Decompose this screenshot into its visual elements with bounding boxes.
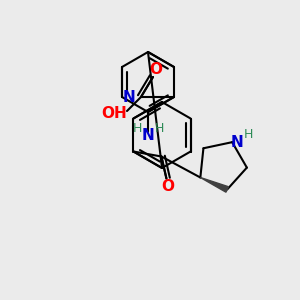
Text: N: N — [231, 135, 244, 150]
Polygon shape — [200, 178, 228, 192]
Text: H: H — [154, 122, 164, 134]
Text: O: O — [161, 179, 174, 194]
Text: O: O — [149, 62, 163, 77]
Text: OH: OH — [101, 106, 127, 122]
Text: H: H — [244, 128, 253, 141]
Text: H: H — [132, 122, 142, 134]
Text: N: N — [142, 128, 154, 143]
Text: N: N — [123, 89, 135, 104]
